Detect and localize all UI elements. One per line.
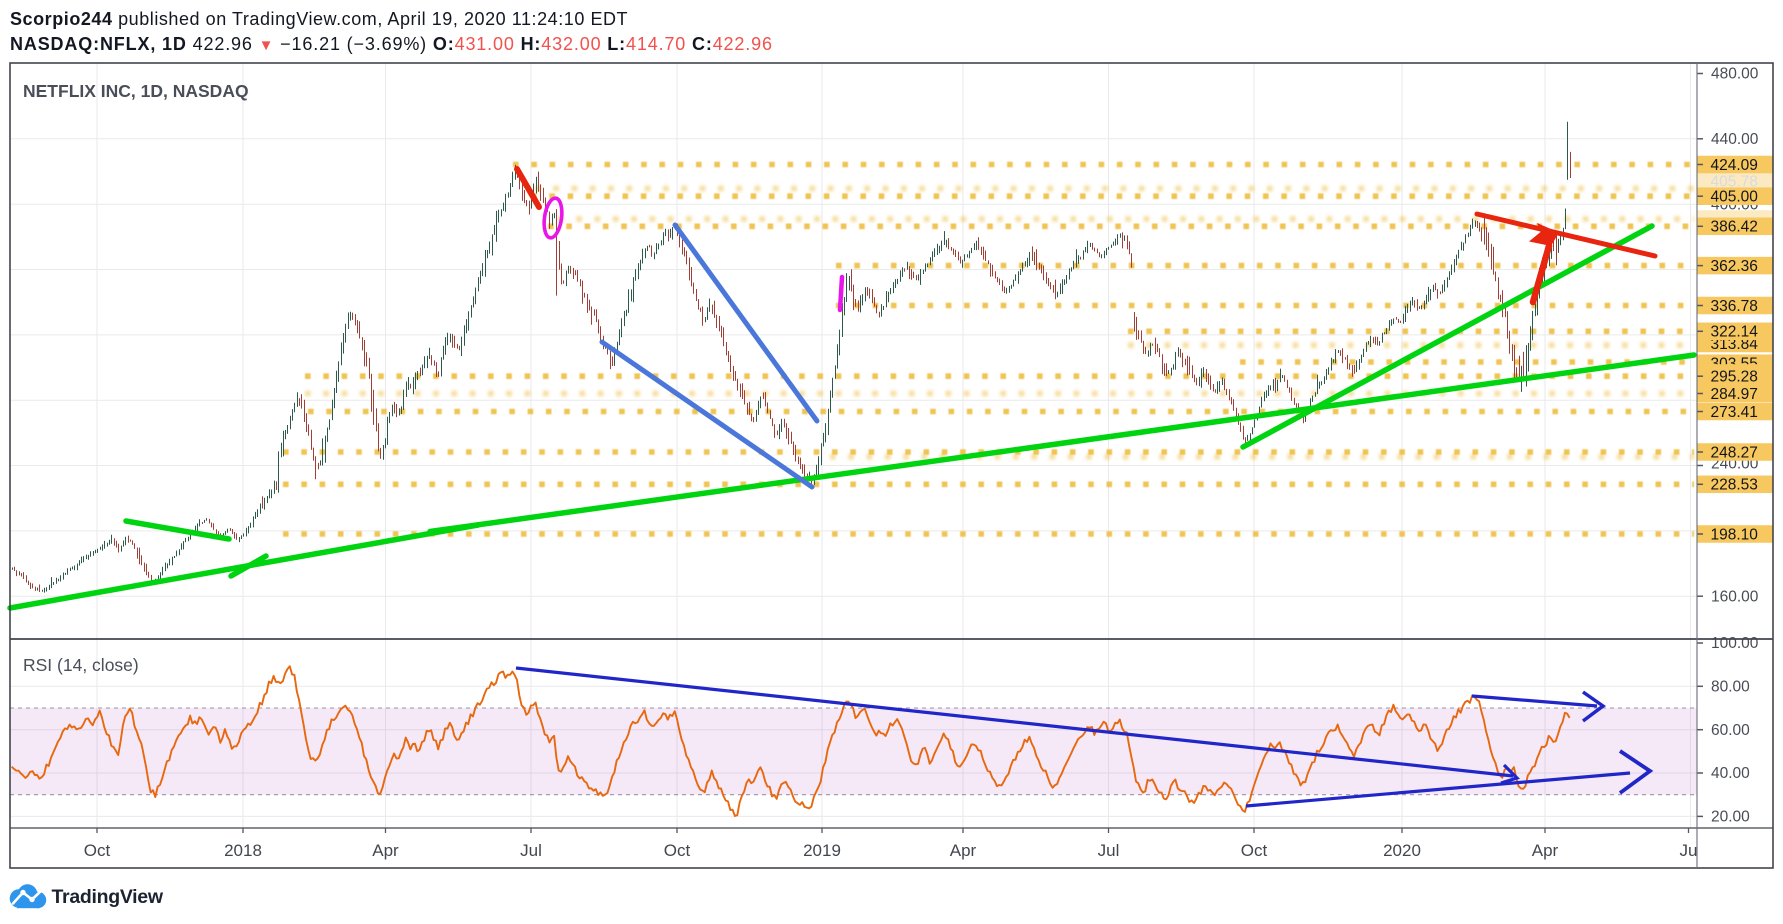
svg-text:273.41: 273.41 [1711, 404, 1758, 421]
svg-text:228.53: 228.53 [1711, 477, 1758, 494]
svg-text:RSI (14, close): RSI (14, close) [23, 655, 139, 675]
svg-text:Oct: Oct [664, 841, 691, 860]
svg-text:2019: 2019 [803, 841, 841, 860]
svg-text:Jul: Jul [1098, 841, 1120, 860]
svg-text:Jul: Jul [520, 841, 542, 860]
svg-text:322.14: 322.14 [1711, 324, 1759, 341]
svg-text:NASDAQ:NFLX, 1D 422.96 ▼ −16.2: NASDAQ:NFLX, 1D 422.96 ▼ −16.21 (−3.69%)… [10, 34, 773, 54]
svg-text:160.00: 160.00 [1711, 588, 1759, 605]
svg-text:284.97: 284.97 [1711, 386, 1758, 403]
svg-text:440.00: 440.00 [1711, 131, 1759, 148]
svg-text:313.84: 313.84 [1711, 336, 1759, 353]
svg-text:386.42: 386.42 [1711, 219, 1758, 236]
svg-text:40.00: 40.00 [1711, 765, 1750, 782]
svg-text:Apr: Apr [1532, 841, 1559, 860]
svg-text:2020: 2020 [1383, 841, 1421, 860]
svg-text:362.36: 362.36 [1711, 258, 1758, 275]
svg-text:424.09: 424.09 [1711, 157, 1758, 174]
svg-text:480.00: 480.00 [1711, 66, 1759, 83]
svg-text:336.78: 336.78 [1711, 298, 1758, 315]
svg-text:TradingView: TradingView [52, 886, 164, 908]
svg-text:Oct: Oct [1241, 841, 1268, 860]
svg-text:Scorpio244 published on Tradin: Scorpio244 published on TradingView.com,… [10, 9, 628, 29]
svg-text:Apr: Apr [372, 841, 399, 860]
svg-text:405.00: 405.00 [1711, 189, 1759, 206]
svg-text:Oct: Oct [84, 841, 111, 860]
svg-text:2018: 2018 [224, 841, 262, 860]
svg-text:248.27: 248.27 [1711, 444, 1758, 461]
svg-text:80.00: 80.00 [1711, 679, 1750, 696]
svg-text:405.78: 405.78 [1711, 173, 1758, 190]
svg-text:NETFLIX INC, 1D, NASDAQ: NETFLIX INC, 1D, NASDAQ [23, 81, 249, 101]
svg-text:100.00: 100.00 [1711, 635, 1759, 652]
svg-text:20.00: 20.00 [1711, 809, 1750, 826]
svg-text:295.28: 295.28 [1711, 369, 1758, 386]
svg-text:198.10: 198.10 [1711, 526, 1759, 543]
svg-text:Apr: Apr [950, 841, 977, 860]
svg-text:Ju: Ju [1680, 841, 1698, 860]
svg-text:60.00: 60.00 [1711, 722, 1750, 739]
